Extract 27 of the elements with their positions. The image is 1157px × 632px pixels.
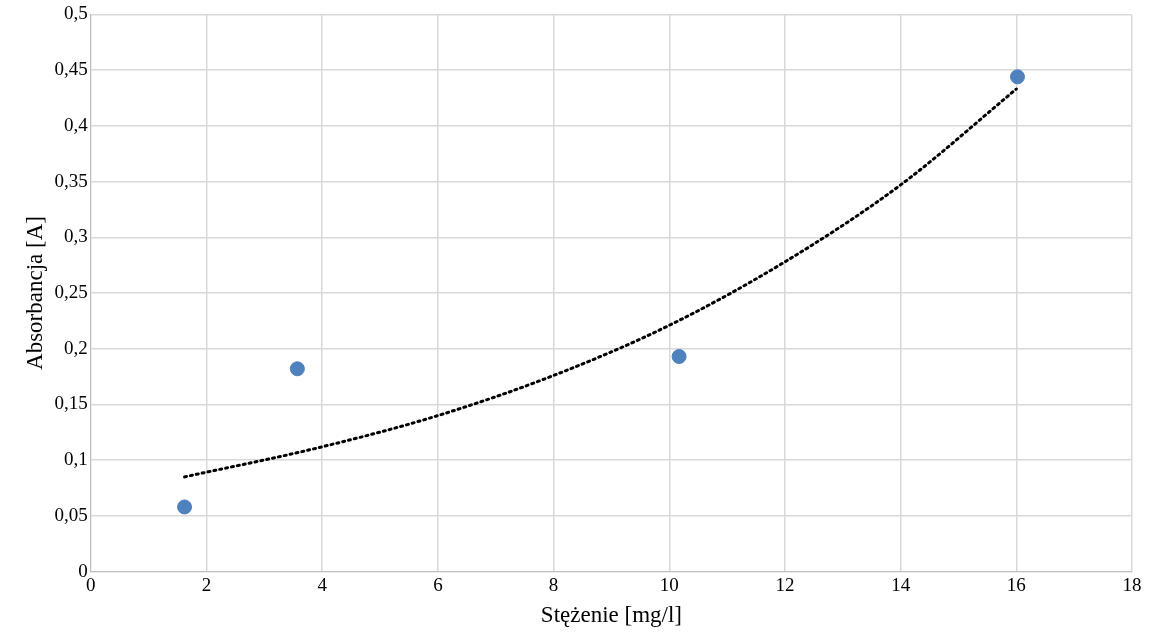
x-tick-label: 10: [659, 573, 679, 595]
y-tick-label: 0,4: [64, 113, 89, 135]
point: [289, 361, 305, 377]
line-series: [183, 87, 1018, 479]
y-tick-label: 0,45: [54, 58, 88, 80]
y-tick-label: 0,3: [64, 225, 88, 247]
x-tick-label: 6: [433, 573, 443, 595]
point: [671, 349, 687, 365]
x-tick-label: 16: [1006, 573, 1026, 595]
x-tick-label: 14: [891, 573, 911, 595]
x-tick-label: 12: [775, 573, 795, 595]
y-tick-label: 0: [78, 559, 88, 581]
y-tick-label: 0,2: [64, 336, 88, 358]
point: [177, 499, 193, 515]
x-tick-label: 8: [548, 573, 559, 595]
x-tick-label: 2: [201, 573, 212, 595]
y-tick-label: 0,5: [64, 2, 88, 24]
y-tick-label: 0,35: [54, 169, 88, 191]
y-tick-label: 0,15: [54, 392, 88, 414]
y-tick-label: 0,1: [64, 448, 88, 470]
y-tick-label: 0,25: [54, 280, 88, 302]
x-tick-label: 18: [1122, 573, 1142, 595]
x-axis-title: Stężenie [mg/l]: [540, 602, 682, 628]
y-axis-title: Absorbancja [A]: [21, 216, 47, 370]
x-tick-label: 4: [317, 573, 328, 595]
y-tick-label: 0,05: [54, 503, 88, 525]
point: [1009, 69, 1025, 85]
